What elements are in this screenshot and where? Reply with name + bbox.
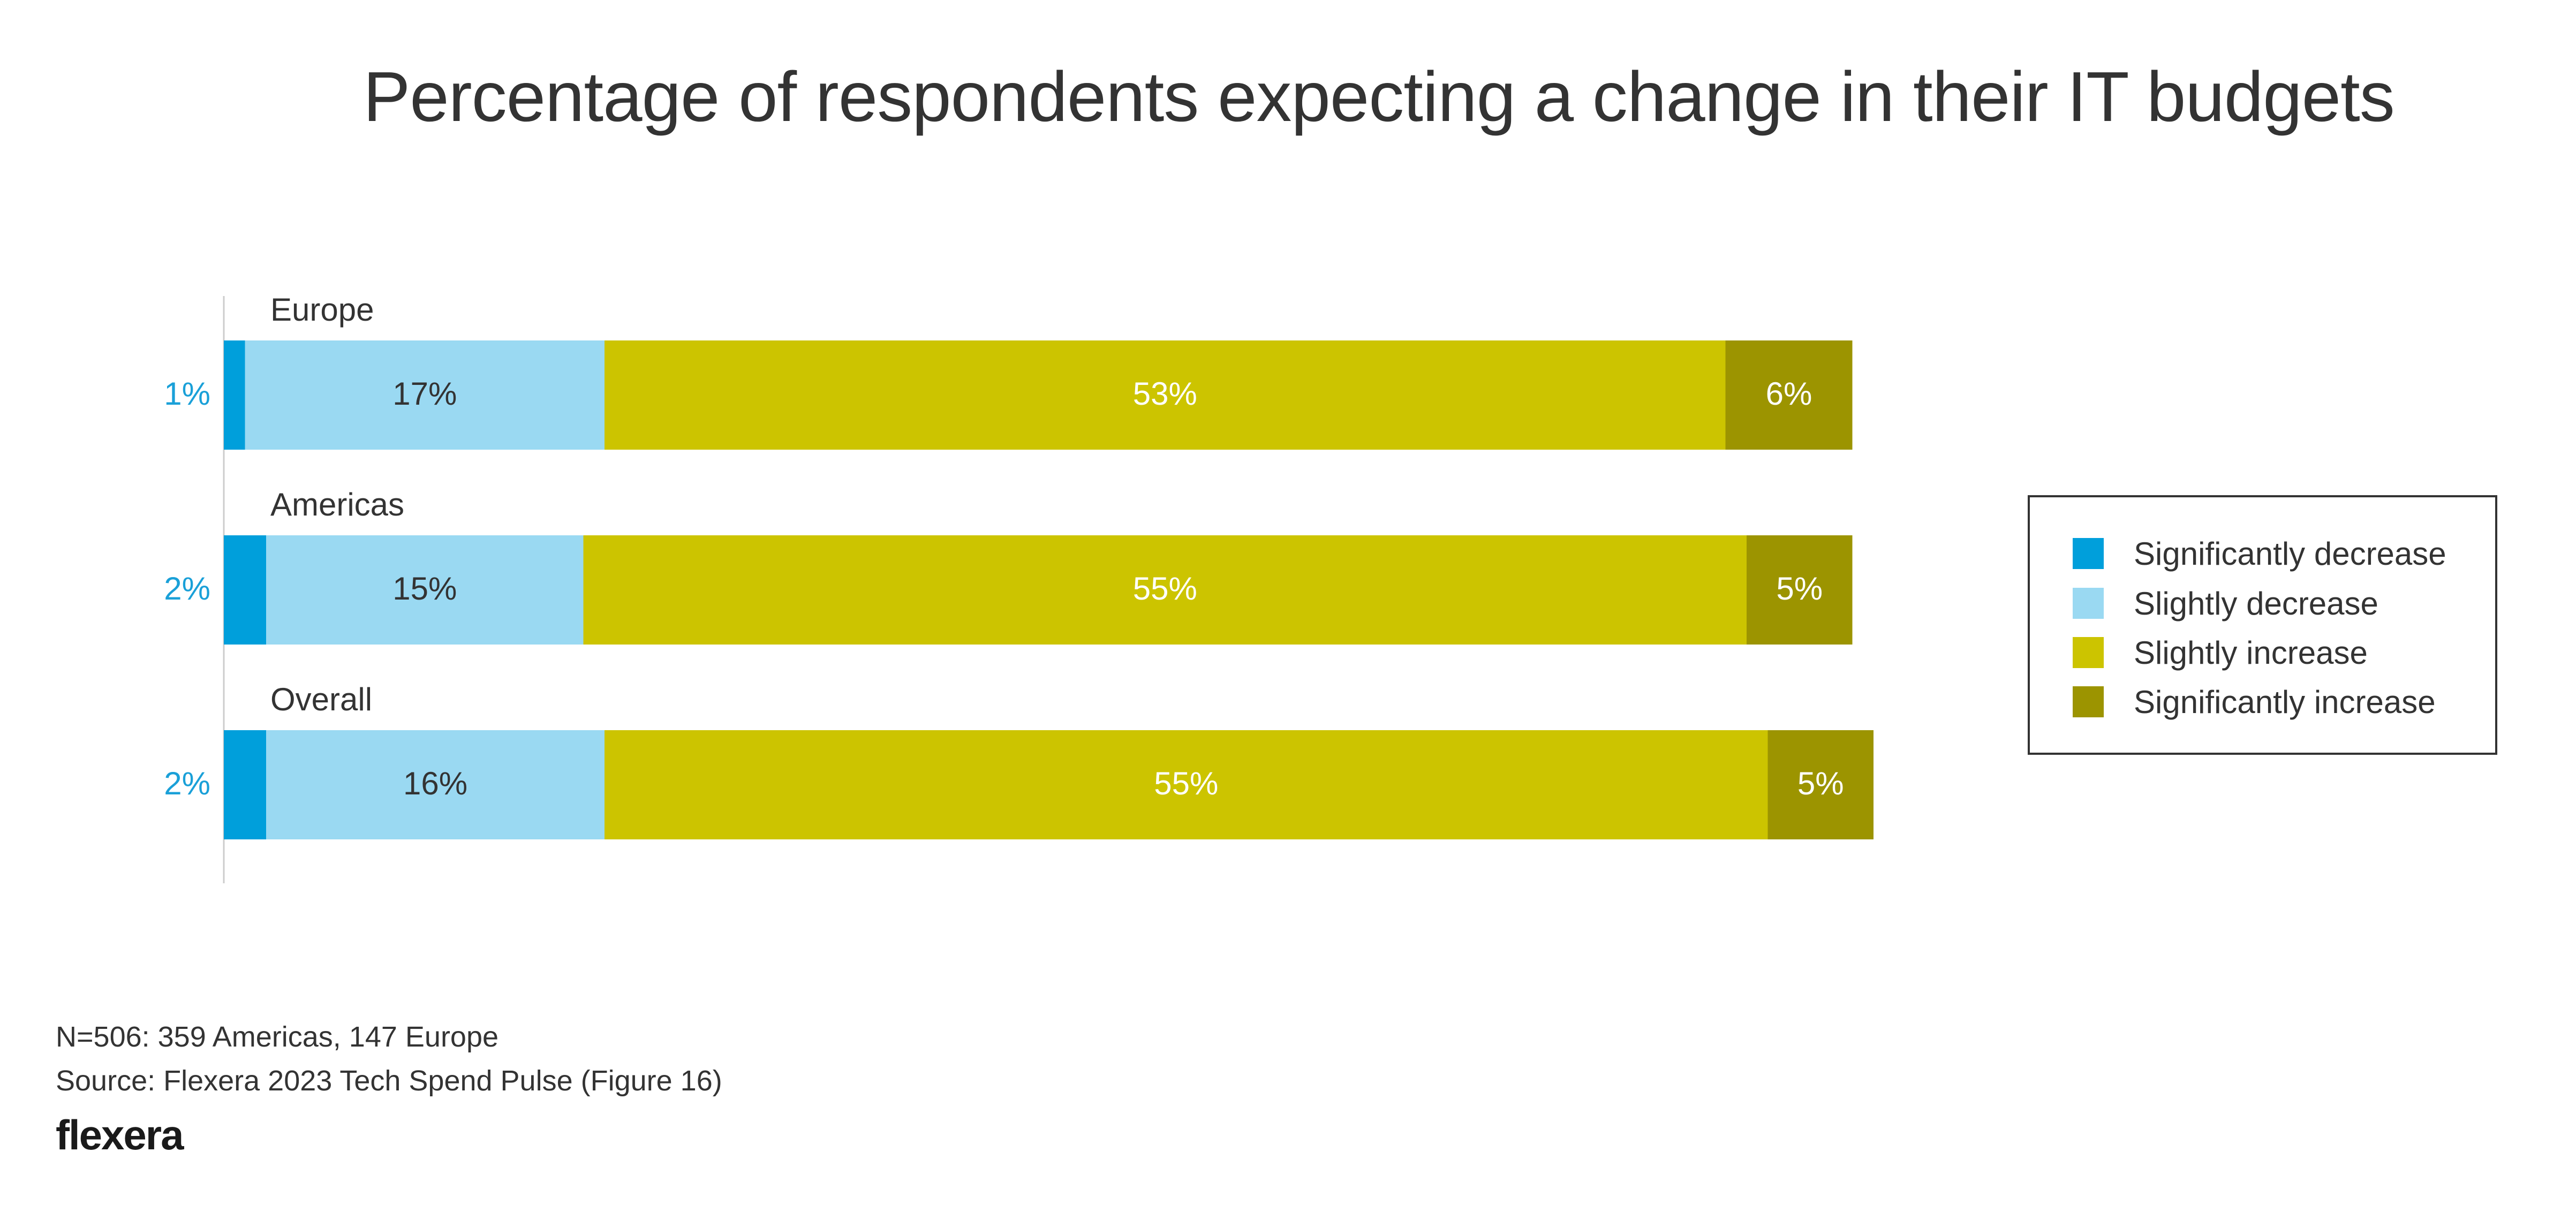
bar-segment	[245, 340, 605, 450]
data-label: 5%	[1776, 571, 1823, 607]
category-label: Europe	[270, 292, 374, 328]
bar-segment	[224, 730, 266, 839]
data-label: 16%	[403, 766, 467, 801]
legend-label: Significantly increase	[2134, 684, 2436, 720]
legend-label: Slightly decrease	[2134, 585, 2378, 622]
bar-segment	[605, 730, 1768, 839]
data-label: 53%	[1133, 376, 1197, 412]
legend-item: Slightly decrease	[2073, 585, 2378, 622]
bar-segment	[224, 535, 266, 645]
flexera-logo: flexera	[56, 1111, 184, 1158]
data-label: 2%	[164, 571, 210, 607]
bar-segment	[605, 340, 1726, 450]
sample-size-note: N=506: 359 Americas, 147 Europe	[56, 1021, 499, 1053]
legend-label: Significantly decrease	[2134, 535, 2446, 572]
legend-item: Significantly increase	[2073, 683, 2436, 721]
bar-segment	[1767, 730, 1874, 839]
bar-segment	[1725, 340, 1853, 450]
data-label: 17%	[392, 376, 457, 412]
data-label: 55%	[1133, 571, 1197, 607]
chart-legend: Significantly decrease Slightly decrease…	[2028, 495, 2497, 755]
data-label: 55%	[1154, 766, 1218, 801]
source-note: Source: Flexera 2023 Tech Spend Pulse (F…	[56, 1065, 722, 1097]
data-label: 5%	[1797, 766, 1844, 801]
data-label: 1%	[164, 376, 210, 412]
legend-item: Significantly decrease	[2073, 535, 2446, 572]
category-label: Overall	[270, 681, 372, 717]
legend-label: Slightly increase	[2134, 634, 2368, 671]
legend-swatch	[2073, 686, 2104, 717]
bar-segment	[266, 730, 605, 839]
category-label: Americas	[270, 487, 404, 522]
legend-swatch	[2073, 538, 2104, 569]
data-label: 6%	[1766, 376, 1812, 412]
legend-swatch	[2073, 588, 2104, 619]
data-label: 15%	[392, 571, 457, 607]
bar-segment	[266, 535, 584, 645]
bar-segment	[224, 340, 245, 450]
bar-segment	[583, 535, 1747, 645]
legend-item: Slightly increase	[2073, 634, 2368, 671]
bar-segment	[1747, 535, 1853, 645]
legend-swatch	[2073, 637, 2104, 668]
stacked-bar-chart: Europe 1% 17% 53% 6% Americas 2% 15% 55% 5% Overal…	[164, 292, 1874, 883]
chart-title: Percentage of respondents expecting a ch…	[363, 57, 2395, 136]
data-label: 2%	[164, 766, 210, 801]
